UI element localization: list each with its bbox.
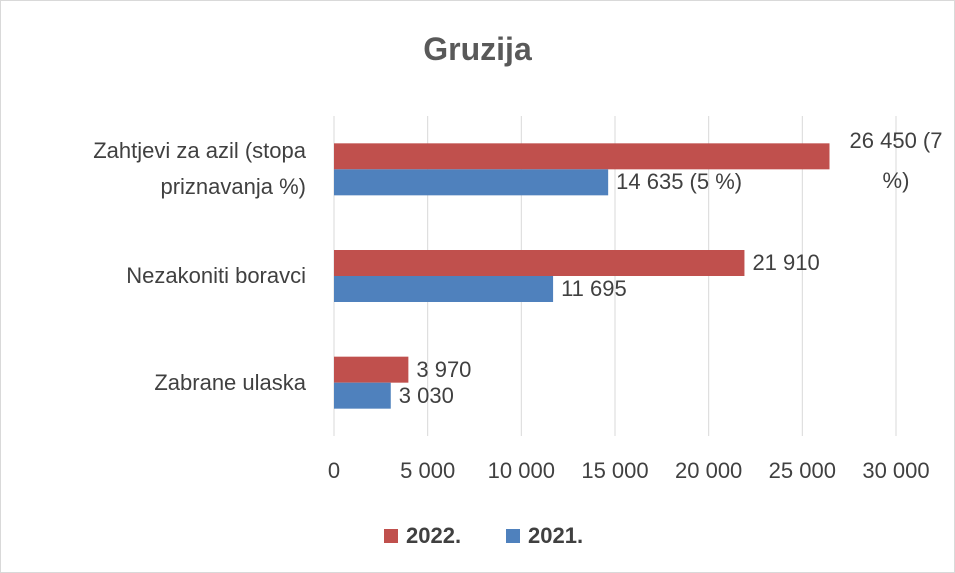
data-label: 3 970 bbox=[416, 356, 472, 382]
data-label: 11 695 bbox=[561, 276, 627, 301]
chart-title: Gruzija bbox=[423, 31, 532, 67]
y-tick-label: Nezakoniti boravci bbox=[126, 263, 306, 288]
x-tick-label: 10 000 bbox=[487, 458, 555, 483]
x-tick-label: 20 000 bbox=[675, 458, 743, 483]
x-tick-label: 25 000 bbox=[768, 458, 836, 483]
bar bbox=[334, 276, 554, 302]
x-tick-label: 0 bbox=[327, 458, 341, 483]
x-tick-label: 15 000 bbox=[581, 458, 649, 483]
y-tick-label: Zabrane ulaska bbox=[154, 369, 306, 395]
legend-item: 2022. bbox=[384, 523, 461, 549]
legend-swatch bbox=[506, 529, 520, 543]
legend-label: 2022. bbox=[406, 523, 462, 548]
bar bbox=[334, 250, 745, 276]
legend-swatch bbox=[384, 529, 398, 543]
bar bbox=[334, 382, 391, 409]
legend-item: 2021. bbox=[506, 523, 583, 549]
bar bbox=[334, 169, 609, 196]
y-tick-label: Zahtjevi za azil (stopa priznavanja %) bbox=[93, 138, 306, 200]
data-label: 14 635 (5 %) bbox=[616, 169, 743, 195]
data-label: 21 910 bbox=[752, 250, 820, 275]
data-label: 3 030 bbox=[398, 382, 454, 408]
bar bbox=[334, 356, 409, 383]
x-tick-label: 30 000 bbox=[862, 458, 930, 483]
bar bbox=[334, 143, 830, 170]
x-tick-label: 5 000 bbox=[400, 458, 456, 483]
data-label: 26 450 (7 %) bbox=[849, 128, 943, 194]
legend-label: 2021. bbox=[528, 523, 584, 548]
